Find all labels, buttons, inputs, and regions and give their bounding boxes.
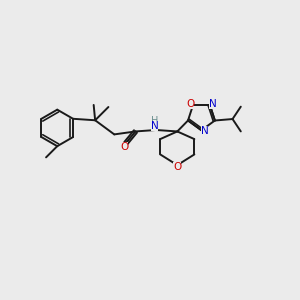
Text: N: N (209, 98, 217, 109)
Text: O: O (120, 142, 128, 152)
Text: N: N (200, 127, 208, 136)
Text: N: N (151, 121, 158, 130)
Text: H: H (151, 116, 158, 126)
Text: O: O (186, 98, 194, 109)
Text: O: O (173, 162, 182, 172)
